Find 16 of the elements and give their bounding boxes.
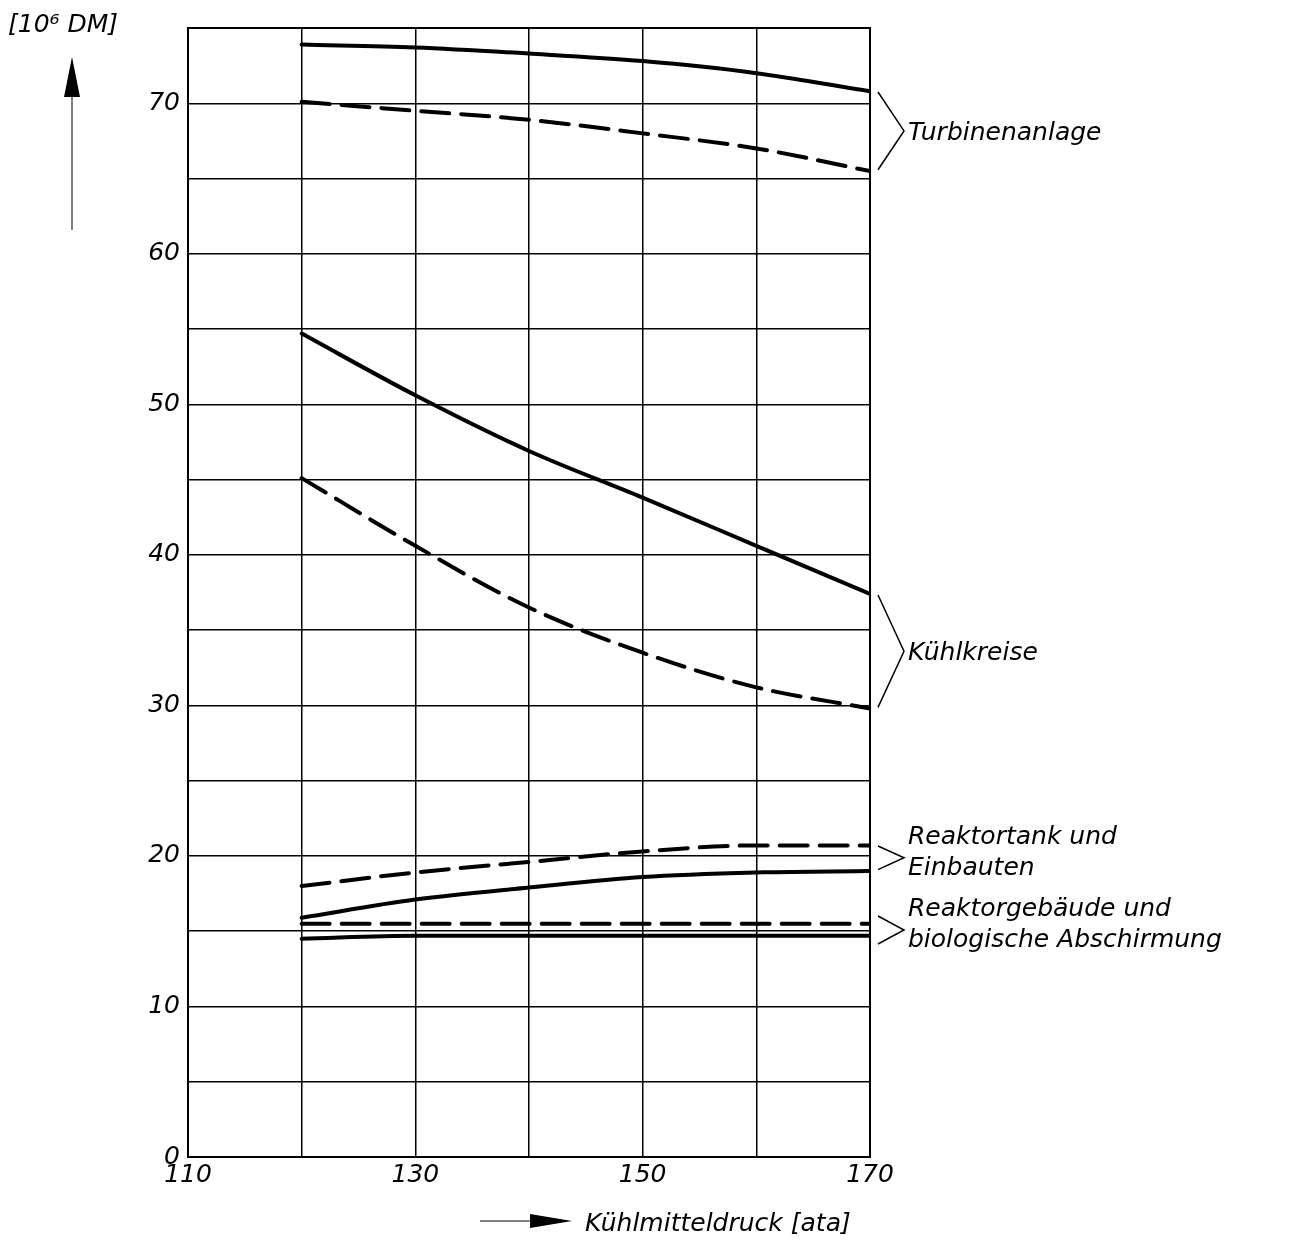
text: Turbinenanlage bbox=[908, 115, 1102, 147]
y-tick-label: 20 bbox=[148, 839, 180, 869]
x-axis-title: Kühlmitteldruck [ata] bbox=[585, 1207, 851, 1239]
text: Kühlkreise bbox=[908, 635, 1038, 667]
y-tick-label: 70 bbox=[148, 86, 180, 116]
x-tick-label: 170 bbox=[846, 1158, 894, 1188]
y-tick-label: 10 bbox=[148, 989, 180, 1019]
x-tick-label: 150 bbox=[618, 1158, 667, 1188]
y-axis-title: [10⁶ DM] bbox=[8, 8, 119, 40]
x-tick-label: 130 bbox=[391, 1158, 440, 1188]
y-tick-label: 50 bbox=[148, 387, 180, 417]
y-tick-label: 60 bbox=[148, 237, 180, 267]
y-tick-label: 30 bbox=[148, 688, 180, 718]
text: Reaktorgebäude und biologische Abschirmung bbox=[908, 891, 1222, 955]
text: Reaktortank und Einbauten bbox=[908, 820, 1117, 883]
y-tick-label: 40 bbox=[148, 538, 180, 568]
